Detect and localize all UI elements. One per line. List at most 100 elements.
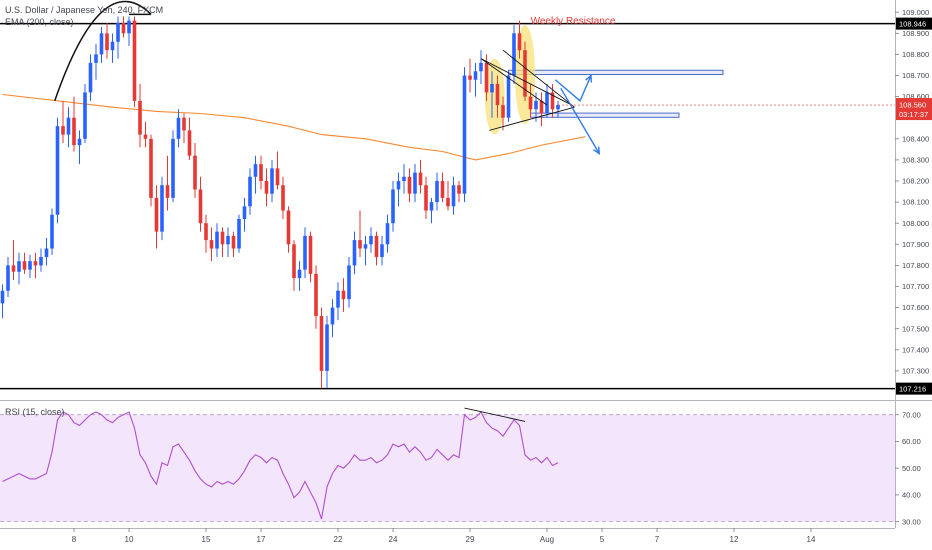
candle[interactable] xyxy=(121,16,126,38)
candle[interactable] xyxy=(33,252,38,279)
candle[interactable] xyxy=(380,235,384,266)
candle[interactable] xyxy=(352,231,357,274)
candle[interactable] xyxy=(226,227,230,257)
triangle-line-4[interactable] xyxy=(502,49,575,108)
candle[interactable] xyxy=(171,130,175,203)
candle[interactable] xyxy=(6,256,10,298)
candle[interactable] xyxy=(451,176,456,215)
candle[interactable] xyxy=(407,168,412,203)
candle[interactable] xyxy=(237,214,241,253)
rsi-title[interactable]: RSI (15, close) xyxy=(5,407,65,417)
candle[interactable] xyxy=(198,176,203,232)
candle[interactable] xyxy=(165,155,170,211)
candle[interactable] xyxy=(457,181,461,203)
candle[interactable] xyxy=(297,261,302,291)
candle[interactable] xyxy=(264,168,269,207)
candle[interactable] xyxy=(66,107,71,148)
candle[interactable] xyxy=(501,96,505,131)
candle[interactable] xyxy=(275,151,280,190)
candle[interactable] xyxy=(220,227,225,257)
candle[interactable] xyxy=(149,134,153,207)
candle[interactable] xyxy=(209,227,214,262)
candle[interactable] xyxy=(11,240,16,281)
candle[interactable] xyxy=(495,75,500,118)
ema-legend[interactable]: EMA (200, close) xyxy=(5,17,74,27)
candle[interactable] xyxy=(105,22,109,59)
ema-200-line[interactable] xyxy=(2,93,586,161)
candle[interactable] xyxy=(429,197,434,224)
candle[interactable] xyxy=(347,256,351,308)
candle[interactable] xyxy=(462,67,467,203)
candle[interactable] xyxy=(517,20,522,59)
candle[interactable] xyxy=(396,172,401,207)
candle[interactable] xyxy=(418,159,423,194)
candle[interactable] xyxy=(193,143,197,198)
candle[interactable] xyxy=(72,96,76,152)
candle[interactable] xyxy=(204,214,208,253)
candle[interactable] xyxy=(99,26,104,63)
candle[interactable] xyxy=(446,181,450,211)
candle[interactable] xyxy=(512,24,516,84)
top-highlight-1[interactable] xyxy=(484,58,505,135)
candle[interactable] xyxy=(22,252,27,274)
candle[interactable] xyxy=(374,231,379,266)
candle[interactable] xyxy=(490,71,494,118)
candle[interactable] xyxy=(127,16,131,46)
candle[interactable] xyxy=(330,299,335,338)
candle[interactable] xyxy=(506,71,511,122)
candle[interactable] xyxy=(319,307,324,388)
candle[interactable] xyxy=(231,231,236,257)
candle[interactable] xyxy=(402,164,406,194)
candle[interactable] xyxy=(363,235,368,266)
candle[interactable] xyxy=(523,41,527,101)
triangle-line-1[interactable] xyxy=(480,58,548,106)
candle[interactable] xyxy=(292,240,296,291)
candle[interactable] xyxy=(308,231,313,283)
candle[interactable] xyxy=(253,155,258,194)
candle[interactable] xyxy=(248,168,252,215)
candle[interactable] xyxy=(88,54,93,101)
candle[interactable] xyxy=(143,121,148,148)
candle[interactable] xyxy=(539,92,544,127)
candle[interactable] xyxy=(55,117,60,224)
top-arc[interactable] xyxy=(54,0,152,102)
candle[interactable] xyxy=(424,176,428,219)
candle[interactable] xyxy=(259,155,263,190)
candle[interactable] xyxy=(132,16,137,108)
candle[interactable] xyxy=(39,248,43,272)
candle[interactable] xyxy=(286,206,291,253)
triangle-line-2[interactable] xyxy=(480,58,572,106)
bounce-arrow[interactable] xyxy=(554,75,592,102)
candle[interactable] xyxy=(160,176,164,241)
candle[interactable] xyxy=(94,43,98,80)
candle[interactable] xyxy=(358,210,362,257)
candle[interactable] xyxy=(50,208,54,255)
candle[interactable] xyxy=(116,16,120,59)
candle[interactable] xyxy=(83,83,87,144)
candle[interactable] xyxy=(138,83,142,148)
breakdown-arrow[interactable] xyxy=(560,87,600,154)
candle[interactable] xyxy=(154,185,159,249)
candle[interactable] xyxy=(435,172,439,211)
instrument-title[interactable]: U.S. Dollar / Japanese Yen, 240, FXCM xyxy=(5,5,164,15)
candle[interactable] xyxy=(385,214,390,253)
candle[interactable] xyxy=(336,282,340,321)
candle[interactable] xyxy=(545,83,549,118)
rsi-line[interactable] xyxy=(2,411,559,520)
candle[interactable] xyxy=(110,33,115,63)
candle[interactable] xyxy=(303,227,307,279)
triangle-line-3[interactable] xyxy=(489,106,575,131)
candle[interactable] xyxy=(391,181,395,232)
rsi-divergence-line[interactable] xyxy=(464,407,526,422)
support-resistance-zone-1[interactable] xyxy=(508,69,724,75)
candle[interactable] xyxy=(528,83,533,118)
price-axis[interactable] xyxy=(895,0,932,528)
level-price-tag-1[interactable] xyxy=(896,17,932,30)
candle[interactable] xyxy=(44,237,49,266)
candle[interactable] xyxy=(77,130,82,165)
current-price-tag[interactable] xyxy=(896,98,932,121)
candle[interactable] xyxy=(468,58,472,93)
candle[interactable] xyxy=(413,164,417,203)
candle[interactable] xyxy=(369,227,373,253)
